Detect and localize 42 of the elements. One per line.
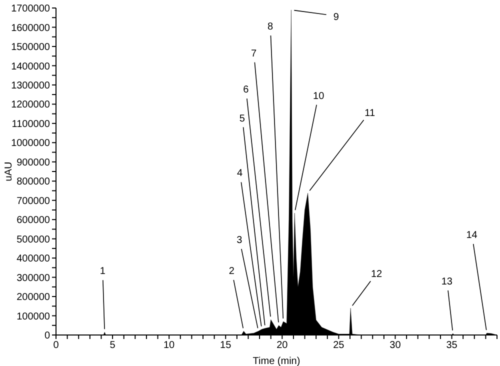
y-tick-label: 1400000 bbox=[11, 61, 50, 72]
y-tick-label: 400000 bbox=[16, 254, 50, 265]
annotation: 3 bbox=[236, 235, 243, 246]
y-tick-label: 1300000 bbox=[11, 80, 50, 92]
x-tick-label: 15 bbox=[220, 340, 232, 352]
y-tick-label: 1500000 bbox=[11, 42, 50, 54]
x-tick-label: 5 bbox=[110, 340, 116, 352]
annotation: 14 bbox=[466, 230, 478, 242]
annotation: 9 bbox=[333, 12, 340, 23]
x-tick-label: 0 bbox=[53, 340, 60, 352]
y-tick-label: 600000 bbox=[16, 215, 50, 226]
x-tick-label: 20 bbox=[276, 340, 288, 352]
y-tick-label: 1100000 bbox=[12, 118, 50, 130]
annotation: 2 bbox=[228, 266, 235, 278]
annotation: 1 bbox=[100, 266, 106, 278]
x-tick-label: 30 bbox=[390, 340, 402, 352]
y-tick-label: 1700000 bbox=[11, 4, 50, 15]
annotation: 10 bbox=[313, 91, 325, 102]
y-tick-label: 700000 bbox=[16, 196, 50, 207]
y-tick-label: 0 bbox=[44, 330, 50, 342]
x-tick-label: 10 bbox=[164, 340, 176, 352]
y-tick-label: 1600000 bbox=[11, 22, 50, 34]
annotation: 6 bbox=[243, 84, 250, 96]
y-tick-label: 500000 bbox=[16, 234, 50, 246]
annotation: 5 bbox=[239, 113, 246, 124]
annotation: 4 bbox=[237, 168, 244, 180]
x-tick-label: 25 bbox=[333, 340, 345, 352]
y-tick-label: 800000 bbox=[16, 176, 50, 188]
y-tick-label: 200000 bbox=[16, 292, 50, 304]
y-tick-label: 300000 bbox=[16, 272, 50, 284]
y-tick-label: 100000 bbox=[16, 311, 50, 322]
y-tick-label: 1200000 bbox=[11, 100, 50, 111]
y-tick-label: 900000 bbox=[16, 157, 50, 168]
annotation: 7 bbox=[250, 48, 257, 60]
y-axis-title: uAU bbox=[4, 162, 15, 182]
annotation: 11 bbox=[364, 108, 376, 120]
annotation: 13 bbox=[441, 276, 453, 288]
annotation: 12 bbox=[371, 269, 383, 280]
x-axis-title: Time (min) bbox=[252, 356, 300, 366]
x-tick-label: 35 bbox=[446, 340, 458, 352]
y-tick-label: 1000000 bbox=[11, 138, 50, 150]
annotation: 8 bbox=[268, 22, 274, 33]
